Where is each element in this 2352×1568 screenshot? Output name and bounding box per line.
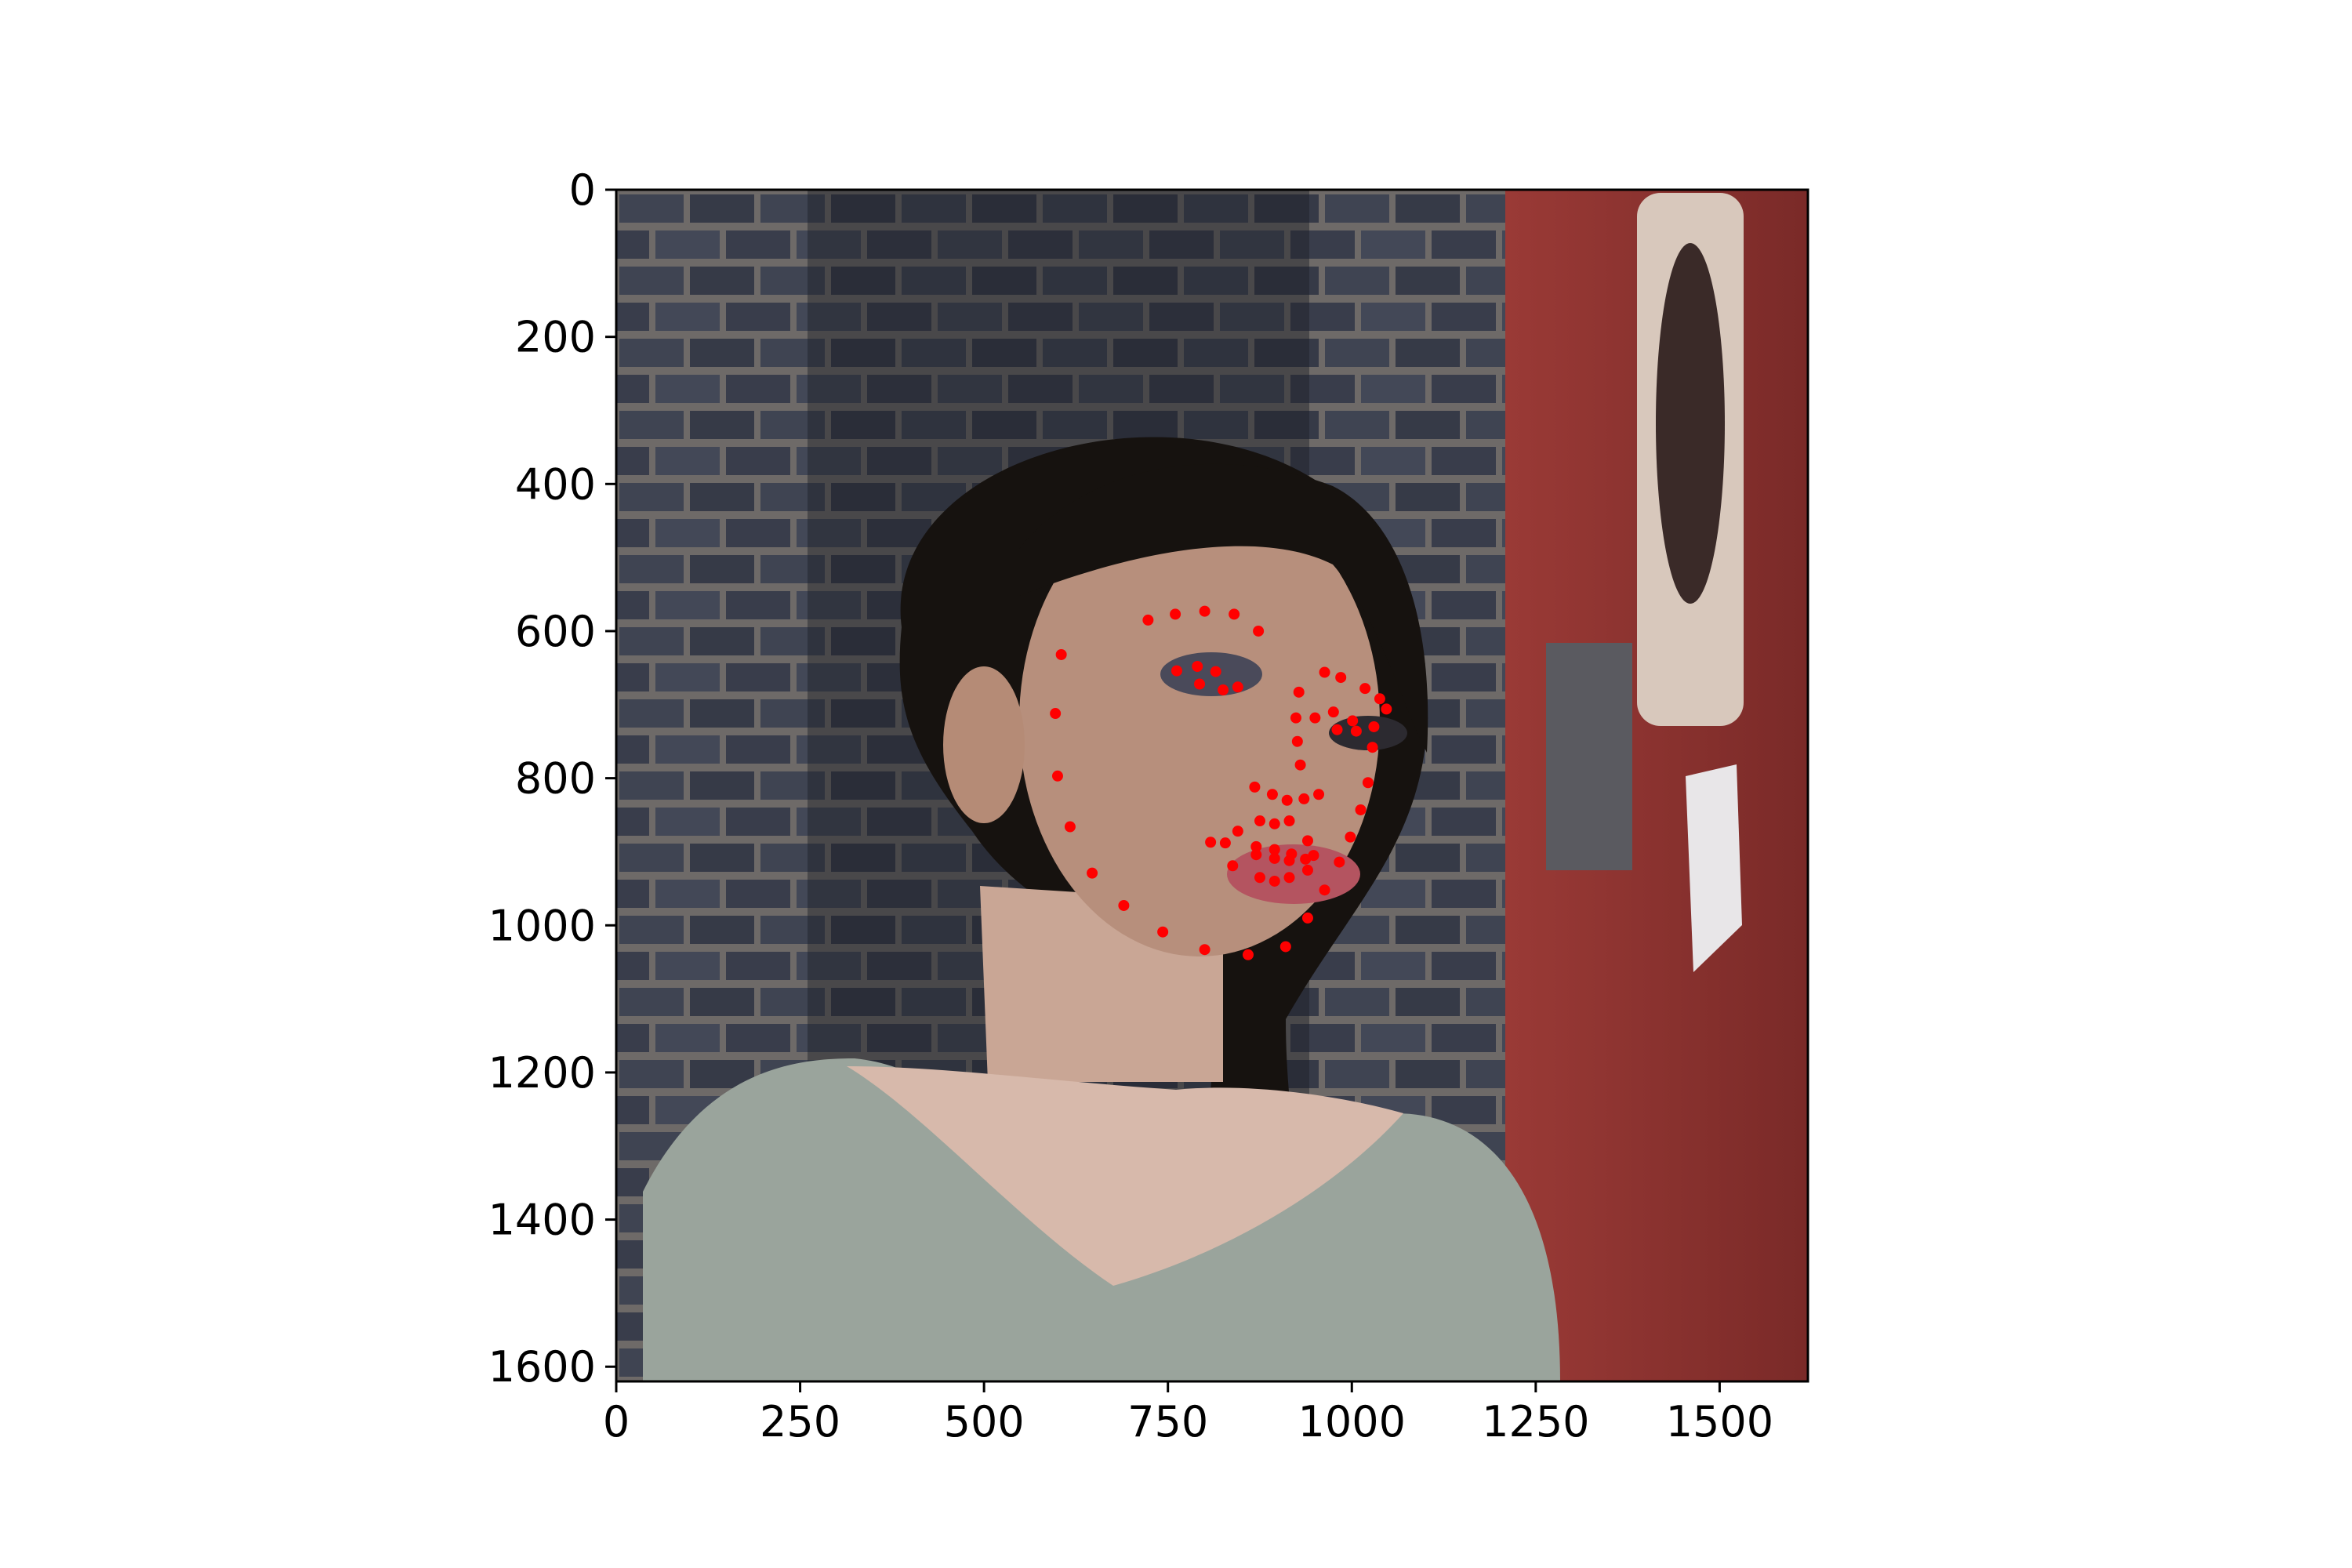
- landmark-point-8: [1199, 944, 1210, 956]
- x-tick-label: 250: [760, 1397, 840, 1446]
- chest: [847, 1066, 1403, 1286]
- landmark-point-59: [1254, 872, 1265, 884]
- landmark-point-15: [1355, 804, 1367, 815]
- landmark-point-44: [1327, 706, 1339, 718]
- y-tick-label: 1200: [488, 1048, 596, 1098]
- landmark-point-13: [1334, 856, 1345, 868]
- landmark-point-1: [1055, 648, 1067, 660]
- y-tick-label: 1400: [488, 1196, 596, 1245]
- landmark-point-35: [1298, 793, 1310, 804]
- landmark-point-40: [1232, 681, 1243, 693]
- landmark-point-25: [1359, 683, 1371, 695]
- landmark-point-32: [1249, 781, 1261, 793]
- landmark-point-9: [1242, 949, 1254, 960]
- door-sign-hole: [1656, 243, 1725, 604]
- landmark-point-27: [1381, 703, 1392, 715]
- landmark-point-11: [1301, 912, 1313, 924]
- y-tick-label: 0: [569, 165, 596, 215]
- landmark-point-49: [1205, 837, 1217, 848]
- landmark-point-19: [1170, 608, 1181, 620]
- landmark-points: [1050, 605, 1392, 960]
- y-axis: 0 200 400 600 800 1000 1200 1400 1600: [488, 165, 616, 1392]
- landmark-point-54: [1301, 835, 1313, 847]
- bangs: [1019, 463, 1428, 753]
- paper-scrap: [1686, 764, 1742, 972]
- x-tick-label: 0: [603, 1397, 630, 1446]
- landmark-point-36: [1313, 789, 1325, 800]
- landmark-point-46: [1368, 720, 1380, 732]
- landmark-point-18: [1142, 614, 1154, 626]
- ear: [943, 666, 1025, 823]
- landmark-point-48: [1331, 724, 1343, 735]
- landmark-point-42: [1194, 678, 1206, 690]
- landmark-point-10: [1279, 941, 1291, 953]
- axes-frame: [615, 188, 1809, 1383]
- landmark-point-57: [1283, 872, 1295, 884]
- landmark-point-45: [1347, 715, 1359, 727]
- landmark-point-43: [1309, 712, 1321, 724]
- landmark-point-30: [1291, 735, 1303, 747]
- face: [1019, 486, 1380, 956]
- landmark-point-22: [1253, 625, 1265, 637]
- y-tick-label: 1600: [488, 1342, 596, 1392]
- landmark-point-65: [1300, 853, 1312, 865]
- landmark-point-50: [1232, 826, 1243, 837]
- landmark-point-53: [1283, 815, 1295, 827]
- landmark-point-3: [1051, 770, 1063, 782]
- landmark-point-28: [1293, 686, 1305, 698]
- landmark-point-68: [1250, 849, 1262, 861]
- x-tick-label: 750: [1127, 1397, 1208, 1446]
- landmark-point-6: [1118, 899, 1130, 911]
- landmark-point-62: [1250, 840, 1262, 852]
- landmark-point-66: [1283, 855, 1295, 866]
- landmark-point-63: [1269, 844, 1280, 855]
- landmark-point-21: [1229, 608, 1240, 620]
- landmark-point-17: [1367, 742, 1378, 753]
- y-tick-label: 1000: [488, 901, 596, 950]
- landmark-point-67: [1269, 852, 1280, 864]
- landmark-point-34: [1281, 794, 1293, 806]
- landmark-point-26: [1374, 693, 1385, 705]
- landmark-point-14: [1345, 831, 1356, 843]
- landmark-point-16: [1362, 777, 1374, 789]
- landmark-point-51: [1254, 815, 1265, 827]
- landmark-point-7: [1157, 926, 1169, 938]
- landmark-point-24: [1335, 672, 1347, 684]
- x-tick-label: 500: [944, 1397, 1025, 1446]
- landmark-point-52: [1269, 818, 1280, 829]
- x-tick-label: 1000: [1298, 1397, 1406, 1446]
- landmark-point-33: [1266, 789, 1278, 800]
- landmark-point-4: [1064, 821, 1076, 833]
- y-tick-label: 400: [515, 459, 596, 509]
- x-tick-label: 1500: [1666, 1397, 1773, 1446]
- x-tick-label: 1250: [1482, 1397, 1589, 1446]
- landmark-point-61: [1219, 837, 1231, 849]
- landmark-point-37: [1171, 665, 1182, 677]
- torn-poster: [1546, 643, 1632, 870]
- y-tick-label: 600: [515, 607, 596, 656]
- y-tick-label: 200: [515, 313, 596, 362]
- landmark-point-2: [1050, 708, 1062, 720]
- photo-background: [616, 190, 1808, 1381]
- landmark-point-12: [1319, 884, 1330, 896]
- landmark-point-38: [1192, 661, 1203, 672]
- landmark-point-60: [1227, 860, 1239, 872]
- landmark-point-31: [1294, 759, 1306, 771]
- landmark-point-56: [1301, 864, 1313, 876]
- landmark-point-20: [1199, 605, 1210, 617]
- landmark-point-41: [1218, 684, 1229, 696]
- x-axis: 0 250 500 750 1000 1250 1500: [603, 1381, 1773, 1446]
- landmark-point-47: [1350, 725, 1362, 737]
- landmark-point-58: [1269, 875, 1280, 887]
- landmark-point-29: [1290, 712, 1301, 724]
- landmark-point-39: [1210, 666, 1221, 677]
- landmark-point-23: [1319, 666, 1330, 678]
- landmark-point-5: [1087, 867, 1098, 879]
- y-tick-label: 800: [515, 754, 596, 804]
